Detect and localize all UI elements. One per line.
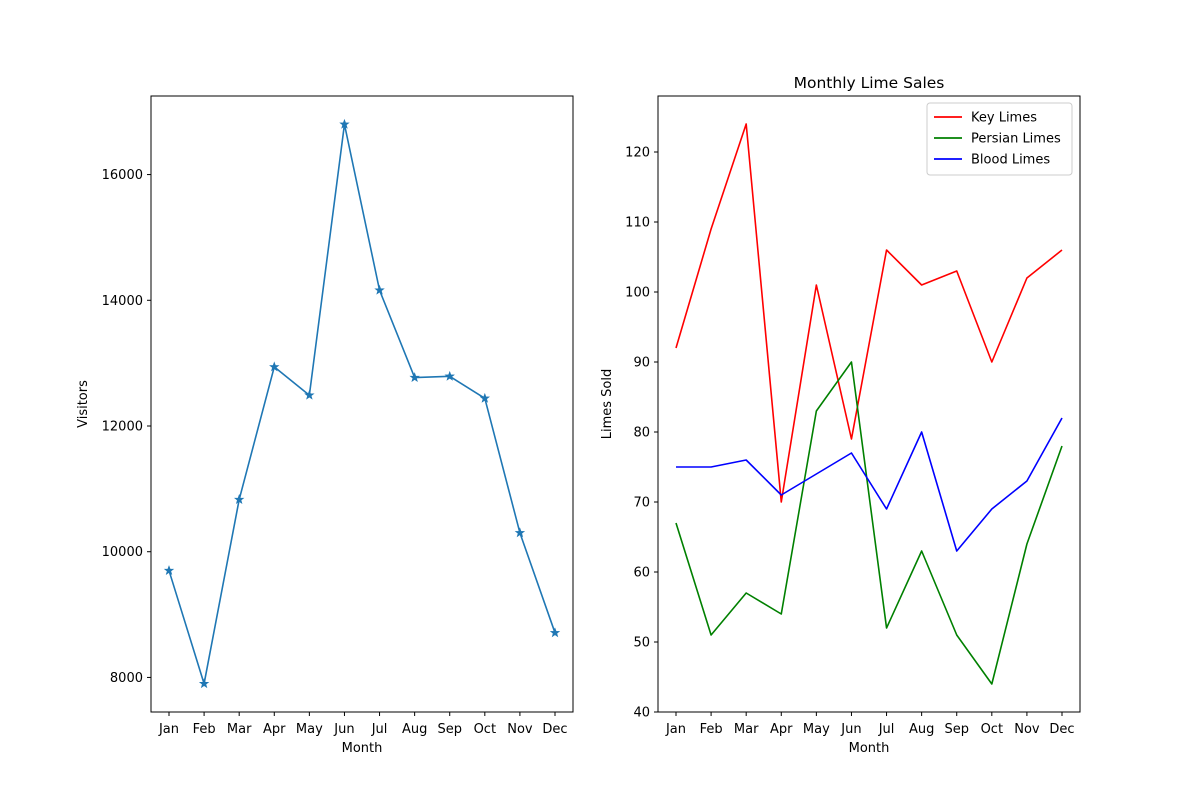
y-tick-label: 12000 xyxy=(102,420,143,435)
data-point-marker xyxy=(374,284,385,295)
x-tick-label: Sep xyxy=(437,722,462,737)
data-point-marker xyxy=(479,392,491,403)
x-tick-label: Apr xyxy=(263,722,286,737)
x-tick-label: Dec xyxy=(542,722,567,737)
data-point-marker xyxy=(549,627,561,638)
data-point-marker xyxy=(339,118,350,129)
y-tick-label: 60 xyxy=(633,566,650,581)
legend-entry-key-limes: Key Limes xyxy=(971,111,1037,126)
y-tick-label: 16000 xyxy=(102,168,143,183)
data-point-marker xyxy=(304,389,315,400)
data-point-marker xyxy=(198,678,210,689)
x-tick-label: Sep xyxy=(944,722,969,737)
x-axis-label: Month xyxy=(849,741,890,756)
x-tick-label: Oct xyxy=(474,722,496,737)
data-point-marker xyxy=(514,527,526,538)
x-tick-label: Aug xyxy=(402,722,427,737)
data-point-marker xyxy=(444,370,455,381)
x-tick-label: Mar xyxy=(227,722,252,737)
x-tick-label: Nov xyxy=(1014,722,1040,737)
persian-limes-line xyxy=(675,361,1063,685)
y-tick-label: 90 xyxy=(633,356,650,371)
x-tick-label: Feb xyxy=(700,722,723,737)
x-tick-label: Dec xyxy=(1049,722,1074,737)
x-tick-label: May xyxy=(296,722,323,737)
data-point-marker xyxy=(233,494,245,504)
x-tick-label: Aug xyxy=(909,722,934,737)
data-point-marker xyxy=(163,565,175,575)
visitors-chart: Jan Feb Mar Apr May Jun Jul Aug Sep Oct Nov Dec 8000… xyxy=(76,95,574,756)
y-axis-label: Limes Sold xyxy=(600,369,615,440)
chart-title: Monthly Lime Sales xyxy=(794,74,945,92)
x-tick-label: Jan xyxy=(158,722,179,737)
y-tick-label: 120 xyxy=(625,146,650,161)
plot-frame xyxy=(657,95,1081,713)
key-limes-line xyxy=(675,123,1063,503)
x-tick-label: Mar xyxy=(734,722,759,737)
y-tick-label: 70 xyxy=(633,496,650,511)
y-tick-label: 100 xyxy=(625,286,650,301)
y-tick-label: 80 xyxy=(633,426,650,441)
y-tick-label: 110 xyxy=(625,216,650,231)
legend-entry-persian-limes: Persian Limes xyxy=(971,132,1061,147)
x-tick-label: Apr xyxy=(770,722,793,737)
legend-box xyxy=(926,102,1073,176)
x-tick-label: Nov xyxy=(507,722,533,737)
plot-frame xyxy=(150,95,574,713)
lime-sales-chart: Jan Feb Mar Apr May Jun Jul Aug Sep Oct Nov Dec 40 50… xyxy=(600,74,1081,756)
data-point-marker xyxy=(269,361,280,372)
x-tick-label: Jun xyxy=(840,722,861,737)
x-tick-label: Jul xyxy=(371,722,388,737)
x-tick-label: Jan xyxy=(665,722,686,737)
y-tick-label: 10000 xyxy=(102,545,143,560)
x-tick-label: Oct xyxy=(981,722,1003,737)
y-tick-label: 14000 xyxy=(102,294,143,309)
blood-limes-line xyxy=(676,417,1063,552)
x-axis-label: Month xyxy=(342,741,383,756)
legend: Key Limes Persian Limes Blood Limes xyxy=(926,102,1073,176)
series-0-line xyxy=(168,123,556,685)
x-tick-label: Jun xyxy=(333,722,354,737)
y-tick-label: 50 xyxy=(633,636,650,651)
y-tick-label: 8000 xyxy=(110,671,143,686)
x-tick-label: May xyxy=(803,722,830,737)
x-tick-label: Feb xyxy=(193,722,216,737)
legend-entry-blood-limes: Blood Limes xyxy=(971,153,1050,168)
y-tick-label: 40 xyxy=(633,706,650,721)
data-point-marker xyxy=(409,372,420,383)
x-tick-label: Jul xyxy=(878,722,895,737)
y-axis-label: Visitors xyxy=(76,380,91,428)
